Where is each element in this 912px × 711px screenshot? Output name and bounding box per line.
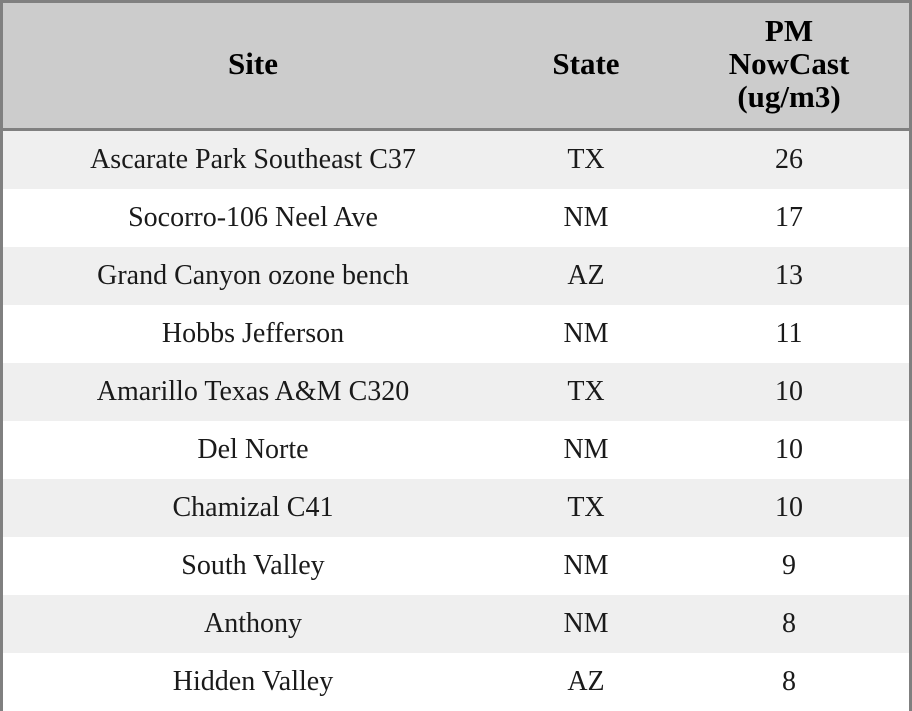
table-row: South Valley NM 9 (3, 536, 909, 595)
cell-site: Anthony (3, 594, 503, 653)
cell-site: Del Norte (3, 420, 503, 479)
table-header: Site State PM NowCast (ug/m3) (3, 3, 909, 131)
cell-site: Amarillo Texas A&M C320 (3, 362, 503, 421)
table-row: Hidden Valley AZ 8 (3, 652, 909, 711)
table-row: Amarillo Texas A&M C320 TX 10 (3, 362, 909, 421)
cell-state: AZ (503, 652, 669, 711)
cell-state: NM (503, 594, 669, 653)
column-header-site: Site (3, 3, 503, 131)
cell-pm-nowcast: 9 (669, 536, 909, 595)
cell-site: Ascarate Park Southeast C37 (3, 129, 503, 189)
table-header-row: Site State PM NowCast (ug/m3) (3, 3, 909, 131)
column-header-state: State (503, 3, 669, 131)
cell-pm-nowcast: 8 (669, 652, 909, 711)
cell-pm-nowcast: 10 (669, 420, 909, 479)
cell-state: NM (503, 536, 669, 595)
cell-site: Grand Canyon ozone bench (3, 246, 503, 305)
cell-pm-nowcast: 10 (669, 478, 909, 537)
cell-site: Socorro-106 Neel Ave (3, 188, 503, 247)
cell-pm-nowcast: 10 (669, 362, 909, 421)
table-row: Ascarate Park Southeast C37 TX 26 (3, 129, 909, 189)
cell-site: Hobbs Jefferson (3, 304, 503, 363)
pm-nowcast-table: Site State PM NowCast (ug/m3) Ascarate P… (3, 3, 909, 711)
cell-pm-nowcast: 8 (669, 594, 909, 653)
table-row: Socorro-106 Neel Ave NM 17 (3, 188, 909, 247)
cell-state: AZ (503, 246, 669, 305)
table-row: Chamizal C41 TX 10 (3, 478, 909, 537)
cell-site: Chamizal C41 (3, 478, 503, 537)
cell-pm-nowcast: 13 (669, 246, 909, 305)
cell-state: NM (503, 304, 669, 363)
cell-pm-nowcast: 17 (669, 188, 909, 247)
cell-site: Hidden Valley (3, 652, 503, 711)
cell-state: NM (503, 420, 669, 479)
table-row: Anthony NM 8 (3, 594, 909, 653)
cell-state: TX (503, 478, 669, 537)
table-row: Hobbs Jefferson NM 11 (3, 304, 909, 363)
cell-pm-nowcast: 26 (669, 129, 909, 189)
table-row: Del Norte NM 10 (3, 420, 909, 479)
cell-site: South Valley (3, 536, 503, 595)
cell-state: TX (503, 129, 669, 189)
cell-state: TX (503, 362, 669, 421)
table-body: Ascarate Park Southeast C37 TX 26 Socorr… (3, 129, 909, 711)
column-header-pm-nowcast: PM NowCast (ug/m3) (669, 3, 909, 131)
table-row: Grand Canyon ozone bench AZ 13 (3, 246, 909, 305)
cell-pm-nowcast: 11 (669, 304, 909, 363)
cell-state: NM (503, 188, 669, 247)
